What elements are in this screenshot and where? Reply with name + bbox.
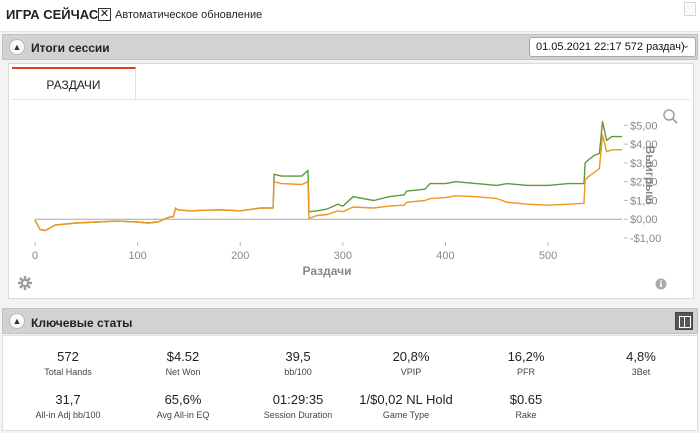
y-tick-label: -$1,00 [630, 233, 661, 245]
stat-label: Avg All-in EQ [156, 410, 210, 420]
stat-allin-adj: 31,7 All-in Adj bb/100 [13, 392, 123, 420]
stat-total-hands: 572 Total Hands [13, 349, 123, 377]
stat-net-won: $4.52 Net Won [128, 349, 238, 377]
stat-value: 4,8% [626, 349, 656, 364]
series-line-2 [34, 134, 622, 232]
stat-game-type: 1/$0,02 NL Hold Game Type [356, 392, 456, 420]
stat-value: 31,7 [55, 392, 81, 407]
y-tick-label: $1,00 [630, 195, 658, 207]
stat-avg-allin-eq: 65,6% Avg All-in EQ [128, 392, 238, 420]
y-tick-label: $4,00 [630, 139, 658, 151]
y-axis: -$1,00 $0,00 $1,00 $2,00 $3,00 $4,00 $5,00 [624, 120, 661, 245]
collapse-chevron-icon[interactable]: ▲ [9, 313, 25, 329]
zoom-icon[interactable] [663, 109, 678, 124]
stat-value: 01:29:35 [272, 392, 324, 407]
session-select[interactable]: 01.05.2021 22:17 572 раздач) ⌄ [529, 37, 696, 57]
stat-3bet: 4,8% 3Bet [586, 349, 696, 377]
chart-panel: РАЗДАЧИ 0 100 200 300 400 500 -$1,00 $0,00 $1,0… [8, 63, 694, 299]
x-tick-label: 0 [32, 250, 38, 262]
x-tick-label: 500 [539, 250, 557, 262]
stat-label: VPIP [400, 367, 422, 377]
stat-rake: $0.65 Rake [471, 392, 581, 420]
stat-value: 1/$0,02 NL Hold [359, 392, 453, 407]
x-tick-label: 300 [334, 250, 352, 262]
collapse-chevron-icon[interactable]: ▲ [9, 39, 25, 55]
x-tick-label: 200 [231, 250, 249, 262]
tab-hands[interactable]: РАЗДАЧИ [12, 67, 136, 99]
key-stats-title: Ключевые статы [31, 316, 133, 330]
stat-label: All-in Adj bb/100 [35, 410, 101, 420]
stat-value: 39,5 [285, 349, 311, 364]
stat-value: 20,8% [392, 349, 430, 364]
stat-session-duration: 01:29:35 Session Duration [243, 392, 353, 420]
y-tick-label: $3,00 [630, 158, 658, 170]
key-stats-panel: 572 Total Hands $4.52 Net Won 39,5 bb/10… [2, 335, 698, 431]
session-results-header: ▲ Итоги сессии 01.05.2021 22:17 572 разд… [2, 34, 698, 60]
page-title: ИГРА СЕЙЧАС [6, 7, 99, 22]
y-tick-label: $2,00 [630, 177, 658, 189]
top-bar: ИГРА СЕЙЧАС ✕ Автоматическое обновление [0, 0, 700, 32]
session-select-value: 01.05.2021 22:17 572 раздач) [536, 41, 685, 53]
x-axis-label: Раздачи [303, 264, 352, 278]
info-icon[interactable] [655, 278, 667, 290]
stat-label: Total Hands [44, 367, 92, 377]
gear-icon[interactable] [18, 276, 32, 290]
tab-divider [12, 99, 690, 100]
y-axis-label: Выигрыш [643, 146, 657, 205]
stat-value: 65,6% [164, 392, 202, 407]
chevron-down-icon: ⌄ [681, 40, 690, 51]
tab-hands-label: РАЗДАЧИ [46, 78, 101, 92]
y-tick-label: $0,00 [630, 214, 658, 226]
stat-label: Session Duration [263, 410, 333, 420]
y-tick-label: $5,00 [630, 120, 658, 132]
series-group [34, 120, 622, 232]
stat-value: 572 [57, 349, 79, 364]
stat-label: Rake [515, 410, 537, 420]
stat-value: $4.52 [166, 349, 200, 364]
stat-value: 16,2% [507, 349, 545, 364]
stat-label: Game Type [382, 410, 430, 420]
window-control[interactable] [684, 2, 696, 16]
stat-bb-100: 39,5 bb/100 [243, 349, 353, 377]
session-results-title: Итоги сессии [31, 41, 110, 55]
x-tick-label: 400 [436, 250, 454, 262]
stat-label: bb/100 [284, 367, 312, 377]
x-axis: 0 100 200 300 400 500 [32, 242, 557, 262]
key-stats-header: ▲ Ключевые статы [2, 308, 698, 334]
stat-label: 3Bet [631, 367, 651, 377]
stat-label: Net Won [165, 367, 201, 377]
auto-update-checkbox[interactable]: ✕ [98, 8, 111, 21]
auto-update-label[interactable]: Автоматическое обновление [115, 9, 263, 21]
x-tick-label: 100 [128, 250, 146, 262]
stat-value: $0.65 [509, 392, 543, 407]
stat-vpip: 20,8% VPIP [356, 349, 466, 377]
stat-label: PFR [517, 367, 535, 377]
winnings-chart: 0 100 200 300 400 500 -$1,00 $0,00 $1,00 $2,00 $3… [18, 109, 678, 290]
stat-pfr: 16,2% PFR [471, 349, 581, 377]
layout-toggle-icon[interactable] [675, 312, 693, 330]
